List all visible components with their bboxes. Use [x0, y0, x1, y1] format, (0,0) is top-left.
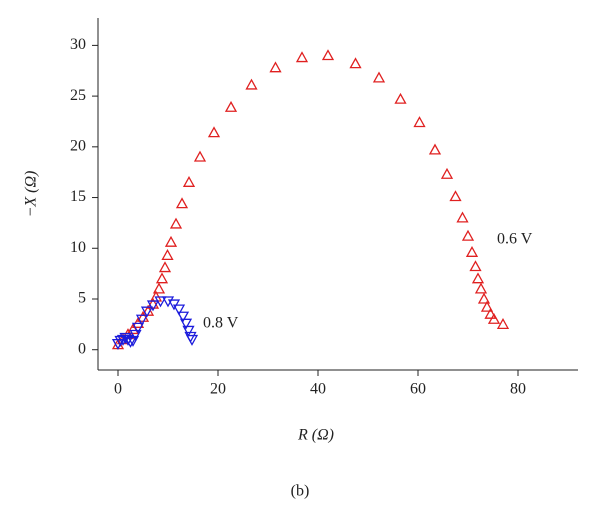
data-point: [154, 296, 167, 308]
data-point: [140, 306, 154, 318]
data-point: [155, 272, 169, 284]
y-tick-label: 0: [78, 340, 86, 357]
data-point: [124, 336, 137, 348]
data-point: [487, 312, 501, 324]
data-point: [185, 334, 199, 346]
annotation: 0.8 V: [203, 315, 239, 332]
data-point: [224, 100, 238, 112]
data-point: [182, 325, 195, 337]
y-axis-title: −X (Ω): [23, 171, 40, 218]
data-point: [428, 143, 442, 155]
data-point: [182, 175, 196, 187]
y-tick-label: 15: [70, 188, 86, 205]
data-point: [164, 235, 178, 247]
data-point: [179, 318, 193, 330]
data-point: [474, 282, 488, 294]
data-point: [496, 318, 510, 330]
data-point: [440, 167, 454, 179]
data-point: [129, 329, 142, 341]
data-point: [477, 292, 491, 304]
data-point: [461, 229, 475, 241]
data-point: [193, 150, 207, 162]
x-tick-label: 60: [410, 381, 426, 398]
data-point: [372, 71, 386, 83]
data-point: [295, 51, 309, 63]
data-point: [349, 57, 362, 69]
data-point: [207, 126, 221, 138]
caption: (b): [291, 483, 310, 500]
data-point: [146, 297, 160, 309]
data-point: [321, 49, 335, 61]
data-point: [469, 260, 482, 272]
y-tick-label: 30: [70, 36, 86, 53]
data-point: [172, 304, 186, 316]
data-point: [245, 78, 258, 90]
x-tick-label: 40: [310, 381, 326, 398]
data-point: [146, 300, 160, 312]
data-point: [449, 190, 462, 202]
data-point: [480, 300, 494, 312]
data-point: [111, 338, 125, 350]
data-point: [471, 272, 485, 284]
data-point: [126, 335, 140, 347]
data-point: [152, 282, 166, 294]
y-tick-label: 20: [70, 138, 86, 155]
x-tick-label: 80: [510, 381, 526, 398]
x-tick-label: 0: [114, 381, 122, 398]
data-point: [394, 92, 407, 104]
x-axis-title: R (Ω): [297, 427, 334, 444]
data-point: [176, 311, 190, 323]
data-point: [465, 245, 479, 257]
data-point: [484, 307, 497, 319]
data-point: [135, 314, 149, 326]
y-tick-label: 25: [70, 87, 86, 104]
data-point: [158, 261, 172, 273]
data-point: [161, 249, 174, 261]
y-tick-label: 10: [70, 239, 86, 256]
data-point: [413, 116, 426, 128]
data-point: [169, 217, 183, 229]
data-point: [114, 335, 127, 347]
data-point: [175, 197, 189, 209]
annotation: 0.6 V: [497, 231, 533, 248]
data-point: [456, 211, 469, 223]
data-point: [269, 61, 282, 73]
x-tick-label: 20: [210, 381, 226, 398]
y-tick-label: 5: [78, 290, 86, 307]
data-point: [131, 322, 145, 334]
